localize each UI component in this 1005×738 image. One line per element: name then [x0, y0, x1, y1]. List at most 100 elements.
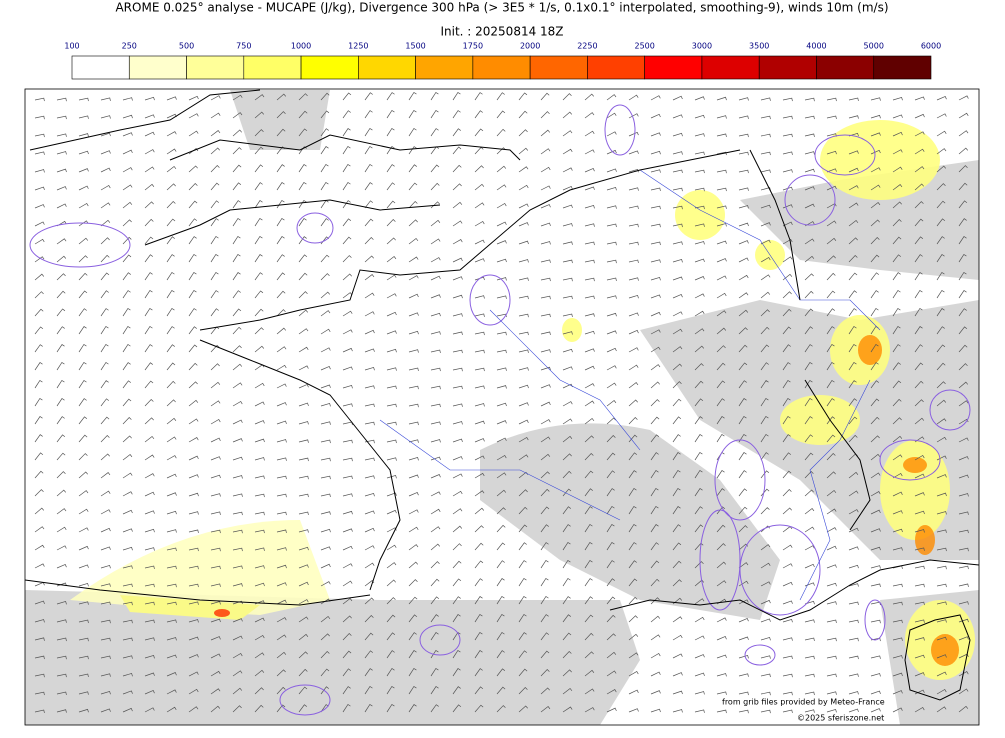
wind-barb	[78, 361, 87, 371]
wind-barb	[276, 93, 287, 101]
wind-barb	[474, 507, 485, 515]
wind-barb	[496, 295, 507, 299]
wind-barb	[540, 92, 550, 101]
wind-barb	[34, 362, 43, 371]
wind-barb	[848, 272, 858, 281]
wind-barb	[232, 200, 241, 209]
wind-barb	[254, 94, 265, 101]
wind-barb	[782, 97, 793, 102]
wind-barb	[782, 239, 793, 245]
wind-barb	[738, 617, 749, 623]
wind-barb	[848, 398, 857, 407]
wind-barb	[540, 559, 549, 569]
wind-barb	[122, 416, 132, 425]
wind-barb	[672, 452, 681, 461]
wind-barb	[166, 455, 177, 461]
wind-barb	[474, 542, 484, 551]
wind-barb	[210, 456, 221, 461]
wind-barb	[562, 435, 573, 443]
wind-barb	[826, 398, 835, 407]
wind-barb	[166, 529, 177, 533]
wind-barb	[826, 655, 837, 660]
wind-barb	[518, 259, 529, 263]
wind-barb	[870, 546, 881, 551]
wind-barb	[188, 437, 199, 443]
wind-barb	[848, 325, 857, 335]
wind-barb	[628, 347, 639, 353]
wind-barb	[672, 363, 683, 371]
wind-barb	[584, 651, 594, 659]
wind-barb	[716, 151, 727, 156]
wind-barb	[232, 363, 243, 371]
wind-barb	[122, 132, 133, 137]
wind-barb	[364, 92, 373, 101]
wind-barb	[804, 255, 815, 263]
wind-barb	[144, 272, 153, 281]
colorbar-bin	[243, 55, 302, 80]
wind-barb	[804, 673, 815, 678]
wind-barb	[584, 596, 593, 605]
wind-barb	[408, 403, 419, 408]
wind-barb	[892, 344, 901, 353]
wind-barb	[716, 433, 725, 443]
wind-barb	[584, 223, 595, 227]
wind-barb	[34, 416, 43, 425]
wind-barb	[298, 272, 308, 281]
wind-barb	[100, 690, 111, 695]
wind-barb	[122, 509, 133, 515]
wind-barb	[452, 614, 461, 623]
wind-barb	[188, 671, 199, 677]
wind-barb	[606, 560, 615, 569]
wind-barb	[166, 417, 177, 425]
wind-barb	[254, 511, 265, 516]
colorbar-bin	[472, 55, 531, 80]
wind-barb	[122, 97, 133, 101]
wind-barb	[782, 256, 793, 263]
wind-barb	[804, 416, 813, 425]
wind-barb	[320, 528, 331, 533]
wind-barb	[892, 547, 903, 551]
wind-barb	[518, 524, 528, 533]
wind-barb	[518, 687, 528, 695]
wind-barb	[320, 563, 331, 569]
wind-barb	[782, 415, 791, 425]
wind-barb	[386, 632, 396, 641]
wind-barb	[694, 310, 705, 317]
wind-barb	[584, 578, 593, 587]
wind-barb	[606, 94, 617, 101]
wind-barb	[540, 166, 551, 173]
wind-barb	[672, 416, 682, 425]
wind-barb	[518, 489, 528, 497]
wind-barb	[804, 563, 815, 569]
wind-barb	[232, 511, 243, 516]
wind-barb	[188, 583, 199, 588]
wind-barb	[474, 367, 485, 372]
wind-barb	[628, 399, 638, 407]
wind-barb	[452, 164, 462, 173]
wind-barb	[452, 220, 463, 227]
wind-barb	[144, 491, 155, 497]
wind-barb	[892, 398, 902, 407]
wind-barb	[276, 529, 287, 533]
wind-barb	[188, 706, 199, 713]
wind-barb	[78, 185, 89, 191]
wind-barb	[122, 690, 133, 695]
wind-barb	[254, 687, 264, 695]
wind-barb	[782, 434, 791, 443]
wind-barb	[540, 577, 549, 587]
wind-barb	[188, 547, 199, 552]
wind-barb	[694, 380, 704, 389]
wind-barb	[738, 398, 747, 407]
wind-barb	[364, 218, 374, 227]
wind-barb	[936, 326, 945, 335]
wind-barb	[760, 581, 771, 587]
wind-barb	[826, 416, 836, 425]
wind-barb	[716, 240, 727, 245]
wind-barb	[166, 131, 177, 137]
wind-barb	[298, 599, 309, 605]
wind-barb	[562, 541, 571, 551]
wind-barb	[782, 544, 793, 551]
wind-barb	[672, 114, 683, 119]
wind-barb	[56, 709, 67, 713]
wind-barb	[694, 114, 705, 119]
